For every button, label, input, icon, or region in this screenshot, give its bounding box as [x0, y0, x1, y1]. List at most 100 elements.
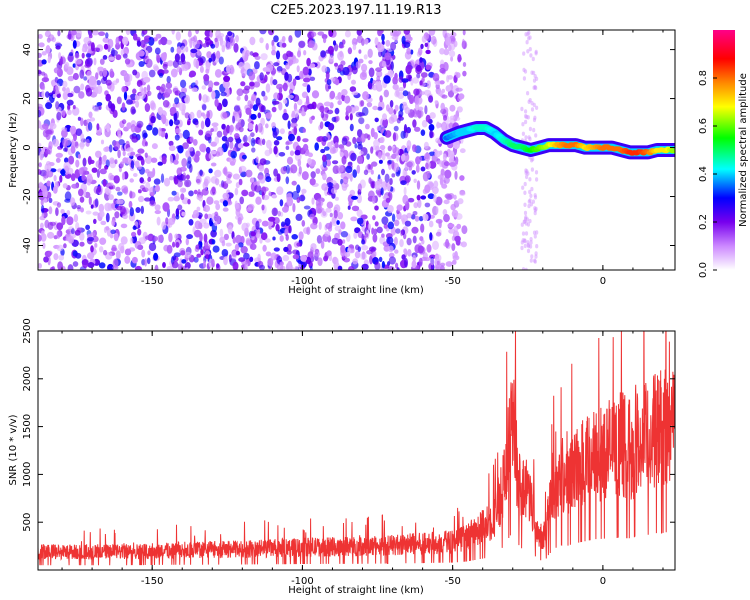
spectrogram-noise-blob: [443, 115, 448, 121]
spectrogram-noise-blob: [423, 257, 431, 262]
spectrogram-noise-blob: [149, 186, 156, 196]
spectrogram-noise-blob: [533, 115, 537, 121]
spectrogram-noise-blob: [98, 203, 105, 213]
spectrogram-noise-blob: [257, 112, 262, 119]
spectrogram-noise-blob: [201, 188, 209, 196]
spectrogram-noise-blob: [278, 86, 283, 94]
spectrogram-noise-blob: [38, 70, 42, 75]
spectrogram-noise-blob: [67, 30, 72, 40]
spectrogram-noise-blob: [326, 250, 332, 257]
spectrogram-noise-blob: [302, 66, 309, 76]
spectrogram-noise-blob: [520, 106, 524, 112]
spectrogram-noise-blob: [402, 194, 409, 205]
spectrogram-noise-blob: [255, 97, 261, 107]
spectrogram-noise-blob: [145, 141, 148, 147]
spectrogram-noise-blob: [534, 254, 538, 259]
spectrogram-noise-blob: [222, 207, 229, 212]
spectrogram-noise-blob: [141, 129, 147, 140]
spectrogram-noise-blob: [156, 85, 162, 91]
spectrogram-noise-blob: [170, 46, 175, 53]
spectrogram-noise-blob: [315, 205, 323, 214]
spectrogram-noise-blob: [41, 51, 47, 56]
spectrogram-noise-blob: [288, 35, 293, 43]
spectrogram-noise-blob: [237, 217, 242, 225]
spectrogram-noise-blob: [356, 155, 363, 165]
spectrogram-noise-blob: [276, 136, 283, 141]
spectrogram-noise-blob: [525, 217, 530, 222]
spectrogram-noise-blob: [236, 88, 244, 97]
spectrogram-noise-blob: [444, 32, 451, 38]
spectrogram-noise-blob: [420, 195, 427, 200]
spectrogram-noise-blob: [157, 234, 164, 243]
spectrogram-noise-blob: [436, 260, 440, 265]
spectrogram-noise-blob: [73, 85, 81, 94]
spectrogram-noise-blob: [154, 210, 161, 215]
spectrogram-noise-blob: [282, 53, 289, 61]
spectrogram-noise-blob: [366, 153, 370, 160]
spectrogram-noise-blob: [422, 213, 429, 221]
spectrogram-noise-blob: [394, 219, 400, 227]
spectrogram-noise-blob: [459, 175, 465, 181]
spectrogram-noise-blob: [162, 100, 170, 108]
spectrogram-noise-blob: [524, 109, 528, 114]
spectrogram-noise-blob: [99, 237, 107, 245]
spectrogram-noise-blob: [462, 62, 467, 67]
spectrogram-noise-blob: [535, 244, 539, 249]
spectrogram-noise-blob: [188, 219, 194, 226]
spectrogram-noise-blob: [418, 47, 423, 56]
spectrogram-noise-blob: [352, 258, 359, 265]
spectrogram-noise-blob: [86, 178, 92, 186]
spectrogram-noise-blob: [195, 79, 199, 86]
spectrogram-noise-blob: [288, 225, 292, 234]
spectrogram-noise-blob: [441, 183, 448, 189]
spectrogram-noise-blob: [100, 139, 105, 145]
spectrogram-noise-blob: [88, 196, 92, 205]
spectrogram-noise-blob: [396, 267, 400, 270]
spectrogram-noise-blob: [138, 165, 142, 170]
spectrogram-noise-blob: [108, 100, 113, 109]
spectrogram-noise-blob: [183, 64, 189, 72]
spectrogram-noise-blob: [271, 122, 276, 129]
spectrogram-noise-blob: [174, 233, 179, 240]
spectrogram-noise-blob: [285, 62, 290, 70]
spectrogram-noise-blob: [72, 72, 79, 81]
spectrogram-noise-blob: [97, 66, 104, 72]
spectrogram-noise-blob: [530, 101, 534, 106]
spectrogram-noise-blob: [394, 104, 399, 112]
spectrogram-noise-blob: [392, 147, 400, 156]
spectrogram-noise-blob: [131, 256, 138, 264]
spectrogram-noise-blob: [338, 44, 345, 49]
spectrogram-noise-blob: [190, 36, 196, 42]
spectrogram-noise-blob: [526, 240, 530, 245]
spectrogram-noise-blob: [381, 233, 385, 238]
spectrogram-noise-blob: [462, 70, 467, 77]
spectrogram-noise-blob: [108, 56, 116, 61]
spectrogram-noise-blob: [210, 53, 216, 62]
spectrogram-noise-blob: [241, 154, 247, 160]
snr-xlabel: Height of straight line (km): [288, 585, 424, 596]
spectrogram-noise-blob: [324, 231, 331, 237]
spectrogram-noise-blob: [122, 53, 128, 59]
spectrogram-noise-blob: [272, 79, 278, 86]
spectrogram-noise-blob: [221, 135, 228, 142]
spectrogram-noise-blob: [435, 206, 439, 215]
spectrogram-noise-blob: [271, 207, 278, 217]
spectrogram-noise-blob: [298, 40, 306, 48]
spectrogram-noise-blob: [231, 250, 237, 260]
spectrogram-noise-blob: [235, 250, 240, 256]
x-tick-label: 0: [600, 276, 606, 287]
spectrogram-noise-blob: [423, 89, 432, 96]
spectrogram-noise-blob: [420, 43, 424, 50]
spectrogram-noise-blob: [393, 162, 400, 173]
spectrogram-noise-blob: [525, 40, 529, 45]
spectrogram-noise-blob: [272, 236, 276, 241]
spectrogram-noise-blob: [79, 232, 85, 241]
spectrogram-noise-blob: [292, 78, 297, 87]
spectrogram-noise-blob: [40, 205, 45, 214]
spectrogram-noise-blob: [94, 198, 99, 208]
spectrogram-marks: [38, 30, 675, 270]
spectrogram-noise-blob: [261, 204, 265, 211]
spectrogram-noise-blob: [238, 61, 245, 69]
spectrogram-noise-blob: [138, 92, 146, 100]
spectrogram-noise-blob: [357, 143, 363, 150]
